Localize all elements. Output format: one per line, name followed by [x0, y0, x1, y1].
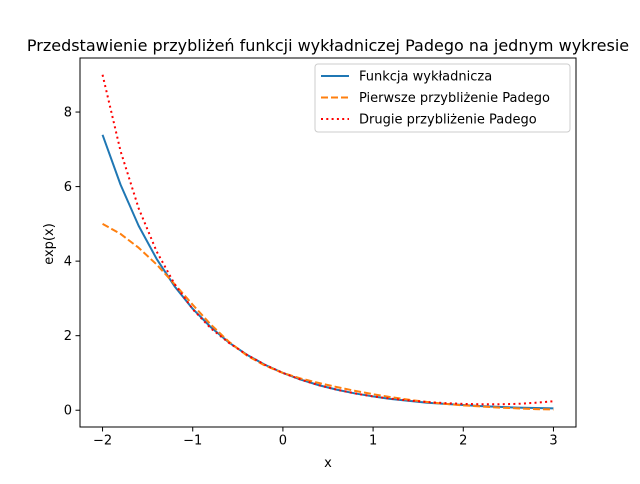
y-tick-label: 2: [64, 329, 72, 344]
legend-label-2: Pierwsze przybliżenie Padego: [359, 91, 550, 106]
y-axis-label: exp(x): [42, 223, 57, 265]
y-tick-label: 0: [64, 404, 72, 419]
x-tick-label: 1: [369, 434, 377, 449]
plot-area: −2 −1 0 1 2 3 0 2 4 6 8: [64, 57, 577, 449]
x-axis-label: x: [324, 456, 332, 471]
y-tick-label: 6: [64, 180, 72, 195]
chart-title: Przedstawienie przybliżeń funkcji wykład…: [27, 36, 629, 55]
series-line-2: [102, 222, 554, 411]
legend-label-3: Drugie przybliżenie Padego: [359, 113, 537, 128]
legend-label-1: Funkcja wykładnicza: [359, 70, 492, 85]
y-tick-label: 4: [64, 255, 72, 270]
y-tick-label: 8: [64, 106, 72, 121]
x-tick-label: −1: [183, 434, 202, 449]
x-tick-label: 2: [459, 434, 467, 449]
x-tick-label: −2: [93, 434, 112, 449]
axes-frame: [79, 57, 577, 428]
legend-frame: [314, 63, 571, 133]
legend: Funkcja wykładnicza Pierwsze przybliżenie…: [314, 63, 571, 133]
x-tick-label: 3: [549, 434, 557, 449]
x-tick-label: 0: [279, 434, 287, 449]
